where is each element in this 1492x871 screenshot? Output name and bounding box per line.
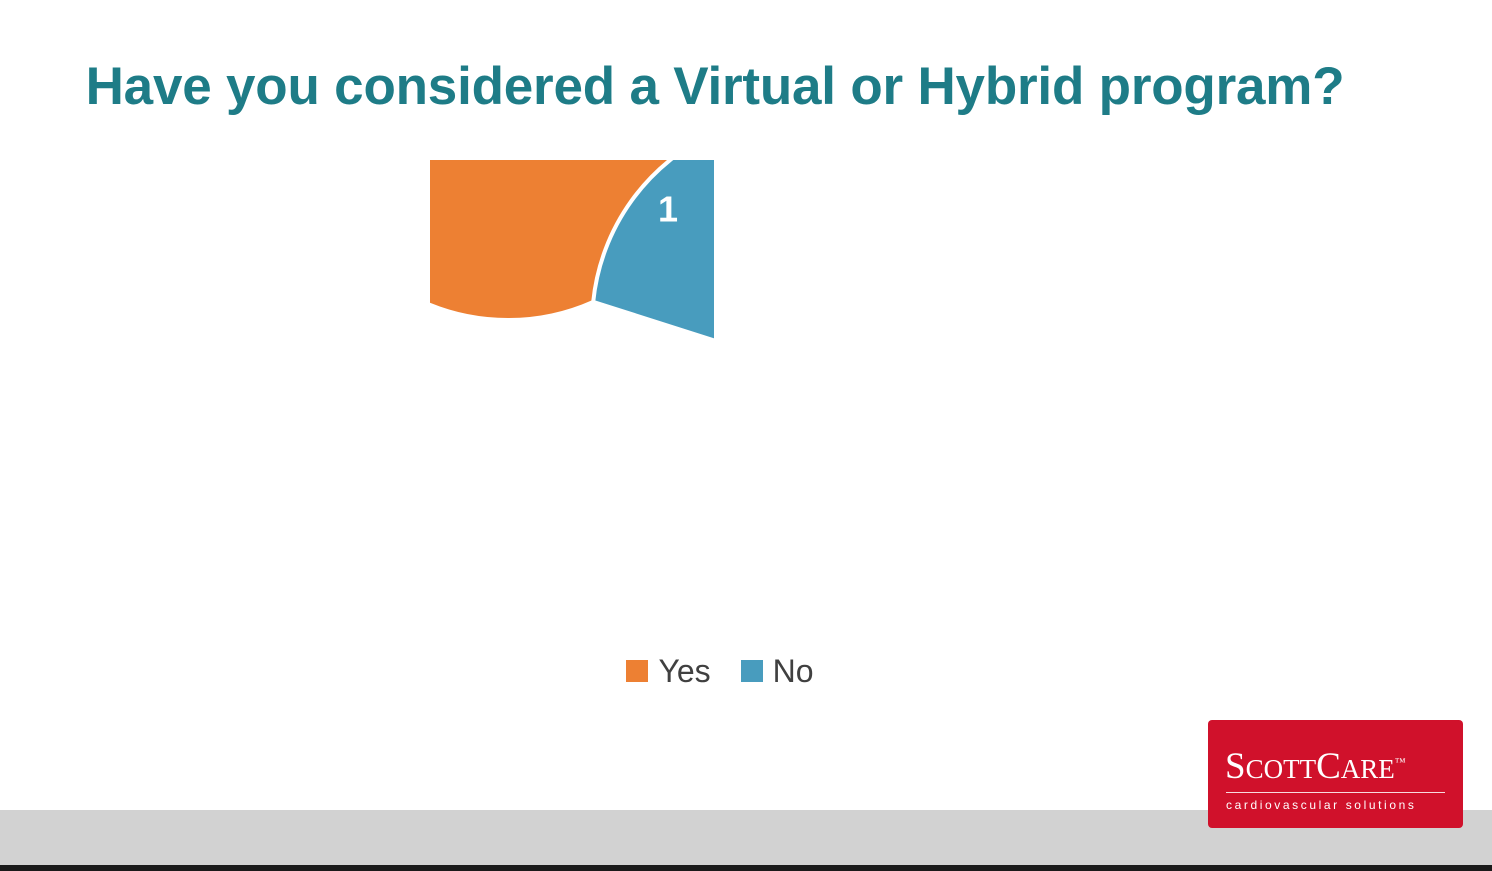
logo-brand-cott: COTT xyxy=(1245,754,1317,784)
pie-slice-no[interactable] xyxy=(591,160,718,344)
pie-svg: 1 9 xyxy=(430,160,782,568)
logo-tagline: cardiovascular solutions xyxy=(1226,798,1417,812)
logo-brand-c: C xyxy=(1316,746,1341,787)
legend-swatch-yes-icon xyxy=(626,660,649,682)
chart-legend: Yes No xyxy=(430,655,1010,687)
footer-rule xyxy=(0,865,1492,871)
scottcare-logo: SCOTTCARE™ cardiovascular solutions xyxy=(1208,720,1463,828)
pie-label-yes: 9 xyxy=(762,527,782,568)
legend-item-no[interactable]: No xyxy=(740,653,814,689)
logo-brand-s: S xyxy=(1225,746,1246,787)
logo-divider xyxy=(1226,792,1445,793)
pie-chart: 1 9 Yes No xyxy=(430,160,1010,720)
logo-wordmark: SCOTTCARE™ xyxy=(1225,748,1446,785)
legend-swatch-no-icon xyxy=(740,660,763,682)
page-title: Have you considered a Virtual or Hybrid … xyxy=(85,57,1345,116)
legend-item-yes[interactable]: Yes xyxy=(626,653,711,689)
pie-chart-graphic: 1 9 xyxy=(430,160,1010,620)
legend-label-yes: Yes xyxy=(658,653,711,689)
logo-brand-are: ARE xyxy=(1340,754,1395,784)
logo-inner: SCOTTCARE™ cardiovascular solutions xyxy=(1208,720,1463,828)
trademark-icon: ™ xyxy=(1394,756,1406,769)
legend-label-no: No xyxy=(772,653,814,689)
pie-label-no: 1 xyxy=(658,189,678,230)
